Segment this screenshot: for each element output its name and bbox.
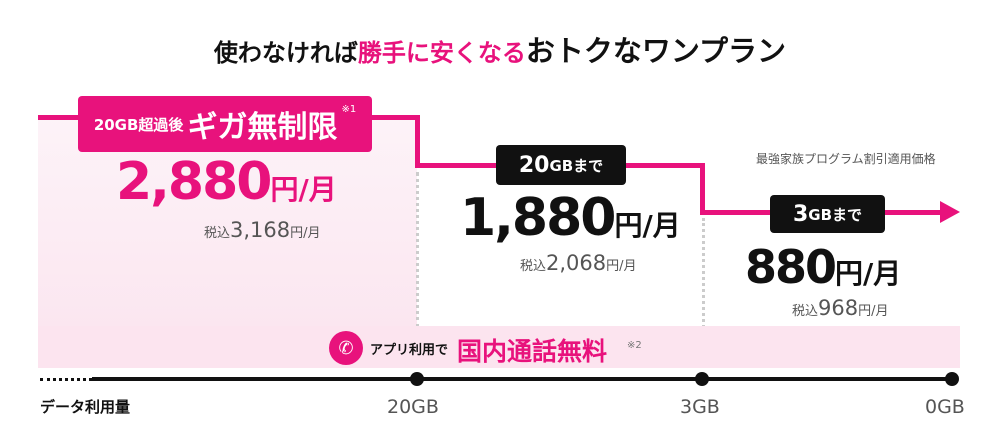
tax-price-20gb: 税込2,068円/月 — [520, 251, 637, 275]
tax-unit: 円/月 — [858, 304, 889, 319]
call-highlight: 国内通話無料 — [457, 337, 608, 366]
price-value: 2,880 — [116, 152, 272, 212]
axis-label: データ利用量 — [40, 398, 131, 416]
price-20gb: 1,880円/月 — [460, 188, 681, 248]
free-call-band — [38, 326, 960, 368]
price-unit: 円/月 — [614, 209, 681, 242]
price-unit: 円/月 — [270, 173, 337, 206]
phone-icon: ✆ — [329, 331, 363, 365]
axis-tick-3gb: 3GB — [680, 396, 720, 418]
tax-label: 税込 — [520, 259, 547, 274]
axis-line — [92, 377, 952, 381]
unlimited-tier-background — [38, 117, 417, 330]
footnote-mark: ※2 — [627, 340, 642, 351]
badge-big-text: ギガ無制限 — [187, 110, 338, 145]
tax-unit: 円/月 — [606, 259, 637, 274]
axis-point-20gb — [410, 372, 424, 386]
tax-label: 税込 — [204, 226, 231, 241]
price-value: 1,880 — [460, 188, 616, 248]
tax-price-3gb: 税込968円/月 — [792, 296, 889, 320]
axis-point-3gb — [695, 372, 709, 386]
divider-20gb — [416, 172, 419, 328]
axis-point-0gb — [945, 372, 959, 386]
title-part1: 使わなければ — [213, 39, 358, 67]
tax-value: 2,068 — [546, 251, 607, 275]
price-unlimited: 2,880円/月 — [116, 152, 337, 212]
footnote-mark: ※1 — [341, 104, 357, 115]
page-title: 使わなければ勝手に安くなるおトクなワンプラン — [0, 28, 1000, 70]
price-3gb: 880円/月 — [745, 240, 901, 294]
arrow-right-icon — [940, 201, 960, 223]
tax-label: 税込 — [792, 304, 819, 319]
axis-tick-0gb: 0GB — [925, 396, 965, 418]
divider-3gb — [702, 218, 705, 328]
axis-tick-20gb: 20GB — [387, 396, 439, 418]
discount-note: 最強家族プログラム割引適用価格 — [756, 152, 936, 166]
axis-dotted-start — [40, 378, 92, 381]
badge-unit: GBまで — [549, 156, 604, 175]
badge-number: 20 — [518, 152, 550, 178]
call-prefix: アプリ利用で — [370, 343, 449, 358]
badge-number: 3 — [792, 201, 809, 227]
tax-price-unlimited: 税込3,168円/月 — [204, 218, 321, 242]
price-value: 880 — [745, 240, 837, 294]
tier-3gb-badge: 3 GBまで — [770, 195, 885, 233]
step-line-segment — [700, 163, 705, 215]
title-plan-name: おトクなワンプラン — [525, 34, 787, 68]
tax-value: 3,168 — [230, 218, 291, 242]
badge-small-text: 20GB超過後 — [93, 115, 184, 134]
unlimited-badge: 20GB超過後 ギガ無制限 ※1 — [78, 96, 372, 152]
title-highlight: 勝手に安くなる — [357, 39, 526, 67]
step-line-segment — [415, 115, 420, 168]
badge-unit: GBまで — [808, 205, 863, 224]
tier-20gb-badge: 20 GBまで — [496, 145, 626, 185]
tax-value: 968 — [818, 296, 859, 320]
tax-unit: 円/月 — [290, 226, 321, 241]
price-unit: 円/月 — [835, 257, 902, 290]
